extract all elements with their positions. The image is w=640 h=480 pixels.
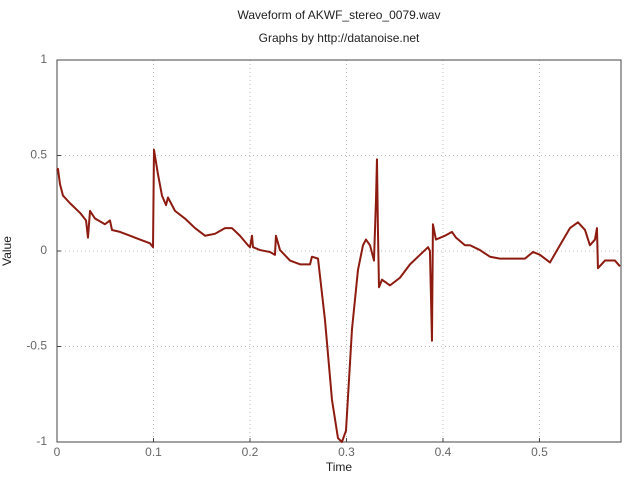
x-tick-label: 0.5 <box>531 445 548 459</box>
x-tick-label: 0.3 <box>338 445 355 459</box>
waveform-line <box>56 148 621 443</box>
chart-subtitle: Graphs by http://datanoise.net <box>259 31 420 45</box>
y-tick-label: -0.5 <box>26 339 47 353</box>
x-tick-label: 0 <box>54 445 61 459</box>
x-tick-label: 0.1 <box>145 445 162 459</box>
y-tick-label: 1 <box>40 52 47 66</box>
y-tick-label: 0.5 <box>30 148 47 162</box>
y-tick-label: 0 <box>40 243 47 257</box>
plot-frame <box>56 59 622 443</box>
y-tick-label: -1 <box>36 434 47 448</box>
y-axis-label: Value <box>0 236 14 266</box>
x-tick-label: 0.4 <box>435 445 452 459</box>
chart-title: Waveform of AKWF_stereo_0079.wav <box>238 8 441 22</box>
x-tick-label: 0.2 <box>242 445 259 459</box>
x-axis-label: Time <box>326 460 353 474</box>
